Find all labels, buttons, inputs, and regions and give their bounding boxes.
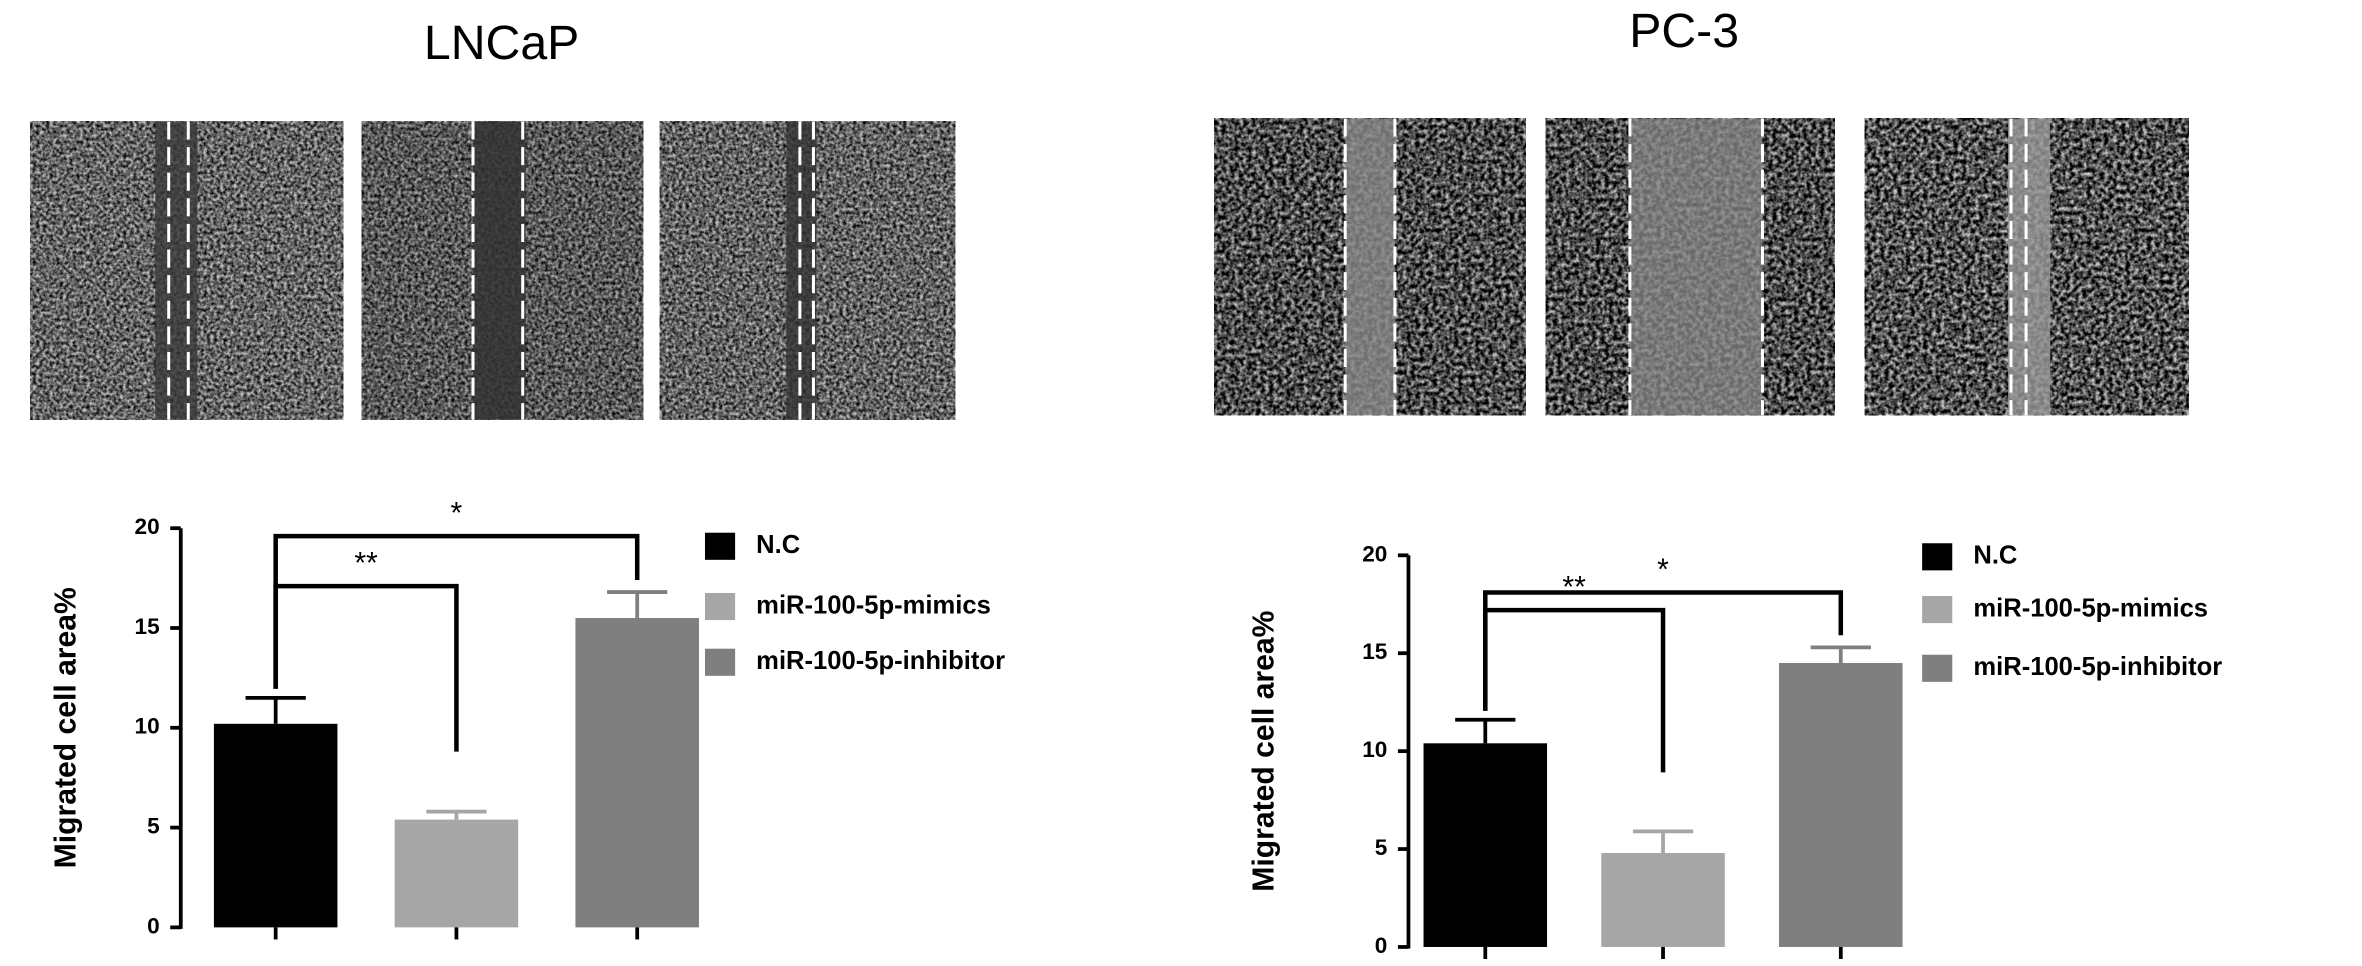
- micrograph: [1214, 118, 1526, 416]
- legend-text: N.C: [1973, 542, 2017, 570]
- bar: [1779, 663, 1903, 947]
- micrograph: [361, 121, 644, 420]
- legend-swatch: [704, 592, 736, 621]
- bar: [213, 723, 338, 928]
- y-tick-label: 20: [1362, 541, 1387, 566]
- significance-label: *: [1657, 553, 1669, 586]
- legend-swatch: [1922, 654, 1953, 682]
- bar: [575, 618, 699, 928]
- significance-bracket: [1483, 590, 1844, 711]
- chart-title: PC-3: [1629, 4, 1739, 58]
- legend-text: miR-100-5p-mimics: [1973, 594, 2208, 622]
- legend-text: N.C: [756, 531, 800, 559]
- micrographs: [30, 118, 2189, 420]
- legend-swatch: [704, 532, 736, 560]
- y-tick-label: 0: [147, 913, 160, 938]
- legend-swatch: [1922, 543, 1953, 571]
- significance-label: **: [354, 547, 378, 580]
- legend-text: miR-100-5p-mimics: [756, 591, 991, 619]
- bar: [1601, 852, 1725, 947]
- legend-swatch: [1922, 595, 1953, 624]
- y-axis-label: Migrated cell area%: [50, 587, 83, 868]
- micrograph: [1545, 118, 1835, 416]
- micrograph: [659, 121, 956, 420]
- y-tick-label: 20: [135, 514, 160, 539]
- bar: [1423, 743, 1548, 947]
- y-tick-label: 10: [1362, 737, 1387, 762]
- chart-title: LNCaP: [424, 16, 579, 70]
- y-tick-label: 0: [1375, 933, 1388, 958]
- significance-bracket: [273, 533, 640, 689]
- micrograph: [1864, 118, 2189, 416]
- bar: [394, 819, 519, 928]
- micrograph: [30, 121, 344, 420]
- y-tick-label: 5: [147, 814, 160, 839]
- legend-swatch: [704, 648, 736, 676]
- significance-label: **: [1562, 571, 1586, 604]
- y-tick-label: 5: [1375, 835, 1388, 860]
- y-tick-label: 10: [135, 714, 160, 739]
- y-axis-label: Migrated cell area%: [1247, 611, 1280, 892]
- y-tick-label: 15: [1362, 639, 1387, 664]
- legend-text: miR-100-5p-inhibitor: [756, 647, 1005, 675]
- legend-text: miR-100-5p-inhibitor: [1973, 653, 2222, 681]
- y-tick-label: 15: [135, 614, 160, 639]
- significance-label: *: [451, 497, 463, 530]
